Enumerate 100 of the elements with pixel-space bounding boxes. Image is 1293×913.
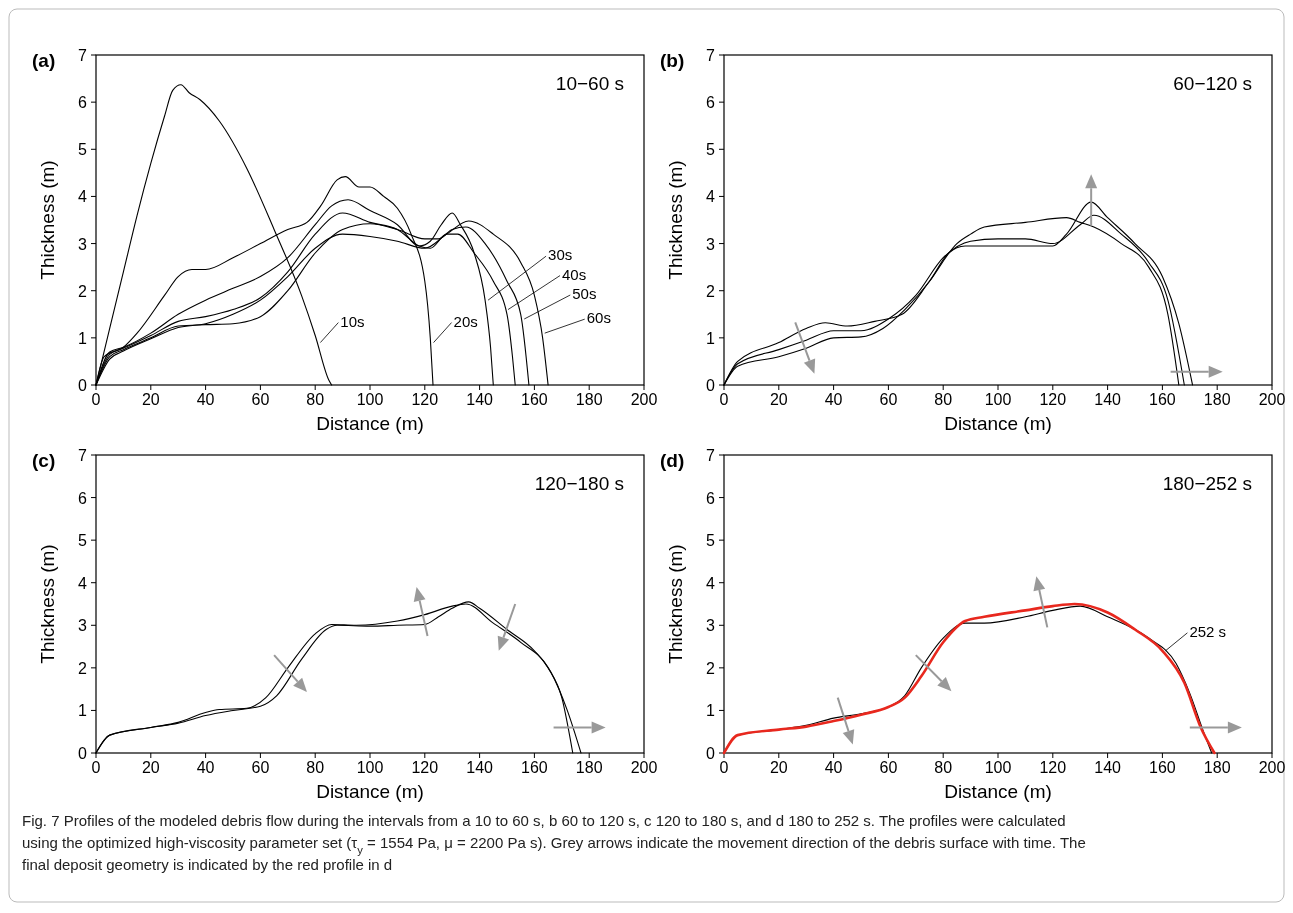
y-tick-label: 3 xyxy=(78,617,88,635)
annotation: 60−120 s xyxy=(1173,73,1252,94)
x-tick-label: 140 xyxy=(1094,759,1122,776)
y-tick-label: 7 xyxy=(78,47,88,64)
legend-label: 50s xyxy=(572,285,597,302)
x-tick-label: 160 xyxy=(521,759,548,776)
y-tick-label: 5 xyxy=(706,141,716,159)
chart-title: (b) xyxy=(660,50,685,71)
x-tick-label: 20 xyxy=(141,391,160,408)
y-tick-label: 4 xyxy=(78,574,88,592)
annotation: 120−180 s xyxy=(534,473,624,494)
x-tick-label: 180 xyxy=(575,391,603,408)
y-axis-title: Thickness (m) xyxy=(665,160,686,280)
x-tick-label: 0 xyxy=(719,391,729,408)
x-tick-label: 180 xyxy=(575,759,603,776)
x-tick-label: 100 xyxy=(984,759,1012,776)
x-tick-label: 60 xyxy=(251,391,270,408)
x-tick-label: 100 xyxy=(356,391,384,408)
x-tick-label: 140 xyxy=(466,391,494,408)
annotation: 10−60 s xyxy=(555,73,624,94)
y-tick-label: 2 xyxy=(706,659,716,677)
x-tick-label: 160 xyxy=(1149,391,1176,408)
x-tick-label: 120 xyxy=(1039,391,1067,408)
text: 40s xyxy=(562,265,587,283)
annotation: 180−252 s xyxy=(1162,473,1252,494)
x-tick-label: 200 xyxy=(630,391,658,408)
y-tick-label: 0 xyxy=(706,377,716,394)
y-tick-label: 1 xyxy=(706,702,716,720)
text: 30s xyxy=(548,246,573,264)
y-tick-label: 0 xyxy=(78,377,88,394)
x-tick-label: 200 xyxy=(1258,391,1286,408)
x-tick-label: 200 xyxy=(630,759,658,776)
series-label: 20s xyxy=(453,312,478,330)
y-tick-label: 1 xyxy=(78,329,88,347)
y-tick-label: 0 xyxy=(78,745,88,762)
y-tick-label: 2 xyxy=(78,659,88,677)
x-tick-label: 0 xyxy=(91,391,101,408)
x-tick-label: 100 xyxy=(356,759,384,776)
y-tick-label: 6 xyxy=(78,94,88,112)
x-tick-label: 0 xyxy=(91,759,101,776)
y-tick-label: 2 xyxy=(78,282,88,300)
x-tick-label: 140 xyxy=(1094,391,1122,408)
y-tick-label: 2 xyxy=(706,282,716,300)
x-tick-label: 120 xyxy=(1039,759,1067,776)
x-tick-label: 80 xyxy=(934,391,953,408)
x-tick-label: 100 xyxy=(984,391,1012,408)
x-axis-title: Distance (m) xyxy=(316,781,424,802)
y-tick-label: 6 xyxy=(78,489,88,507)
x-tick-label: 20 xyxy=(141,759,160,776)
x-tick-label: 160 xyxy=(1149,759,1176,776)
y-tick-label: 5 xyxy=(706,532,716,550)
legend-label: 60s xyxy=(586,309,611,327)
x-tick-label: 20 xyxy=(769,391,788,408)
y-tick-label: 7 xyxy=(78,447,88,464)
y-tick-label: 7 xyxy=(706,447,716,464)
chart-title: (d) xyxy=(660,450,685,471)
x-tick-label: 120 xyxy=(411,391,439,408)
series-label: 10s xyxy=(340,312,365,330)
y-tick-label: 4 xyxy=(706,188,716,206)
x-tick-label: 200 xyxy=(1258,759,1286,776)
y-tick-label: 6 xyxy=(706,489,716,507)
x-axis-title: Distance (m) xyxy=(944,413,1052,434)
y-tick-label: 1 xyxy=(706,329,716,347)
y-tick-label: 1 xyxy=(78,702,88,720)
x-tick-label: 40 xyxy=(824,759,843,776)
x-tick-label: 20 xyxy=(769,759,788,776)
y-axis-title: Thickness (m) xyxy=(37,160,58,280)
x-axis-title: Distance (m) xyxy=(316,413,424,434)
y-axis-title: Thickness (m) xyxy=(665,544,686,664)
x-tick-label: 80 xyxy=(306,759,325,776)
x-tick-label: 160 xyxy=(521,391,548,408)
x-tick-label: 0 xyxy=(719,759,729,776)
y-tick-label: 4 xyxy=(706,574,716,592)
x-tick-label: 60 xyxy=(879,759,898,776)
y-tick-label: 7 xyxy=(706,47,716,64)
x-axis-title: Distance (m) xyxy=(944,781,1052,802)
x-tick-label: 40 xyxy=(824,391,843,408)
caption: Fig. 7 Profiles of the modeled debris flow during the intervals from a 10 to 60 s, b 60 to 120 s, c 120 to 180 s, and d 180 to 252 s. The profiles were calculated using the optimized high-viscosity parameter set (τ$_{y}$ = 1554 Pa, μ = 2200 Pa s). Grey arrows indicate the movement direction of the debris surface with time. The final deposit geometry is indicated by the red profile in d xyxy=(22,812,1086,873)
chart-title: (a) xyxy=(32,50,56,71)
series-label: 252 s xyxy=(1189,622,1227,640)
y-tick-label: 3 xyxy=(706,235,716,253)
y-tick-label: 6 xyxy=(706,94,716,112)
y-tick-label: 4 xyxy=(78,188,88,206)
y-tick-label: 3 xyxy=(78,235,88,253)
x-tick-label: 140 xyxy=(466,759,494,776)
x-tick-label: 80 xyxy=(934,759,953,776)
y-tick-label: 3 xyxy=(706,617,716,635)
x-tick-label: 180 xyxy=(1203,391,1231,408)
x-tick-label: 40 xyxy=(196,759,215,776)
y-tick-label: 0 xyxy=(706,745,716,762)
y-tick-label: 5 xyxy=(78,141,88,159)
x-tick-label: 120 xyxy=(411,759,439,776)
x-tick-label: 60 xyxy=(251,759,270,776)
y-tick-label: 5 xyxy=(78,532,88,550)
chart-title: (c) xyxy=(32,450,56,471)
y-axis-title: Thickness (m) xyxy=(37,544,58,664)
x-tick-label: 60 xyxy=(879,391,898,408)
x-tick-label: 80 xyxy=(306,391,325,408)
x-tick-label: 40 xyxy=(196,391,215,408)
x-tick-label: 180 xyxy=(1203,759,1231,776)
